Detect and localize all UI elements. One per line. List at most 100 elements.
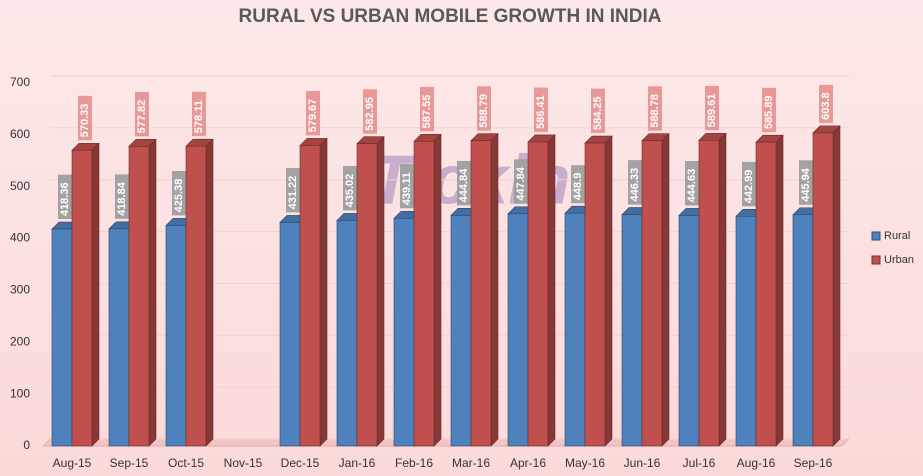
value-label: 587.55 [420, 86, 434, 132]
bar [185, 138, 214, 447]
value-label-box [628, 160, 642, 205]
bar-side [205, 138, 214, 447]
value-label: 439.11 [400, 163, 414, 209]
x-tick-label: Sep-16 [794, 456, 833, 470]
bar-side [148, 138, 157, 447]
y-tick-label: 500 [10, 179, 30, 193]
bar-front [71, 149, 93, 447]
bar-front [735, 215, 757, 447]
x-tick-label: Apr-16 [510, 456, 546, 470]
value-label-box [648, 86, 662, 131]
bar-side [91, 142, 100, 447]
floor [42, 438, 850, 447]
value-label-text: 603.8 [820, 92, 832, 120]
value-label: 584.25 [591, 88, 605, 134]
value-label-text: 446.33 [629, 168, 641, 202]
value-label-text: 585.89 [763, 96, 775, 130]
value-label-text: 444.84 [458, 168, 470, 203]
value-label-box [705, 85, 719, 131]
value-label: 570.33 [78, 95, 92, 141]
bar [812, 125, 841, 447]
bar-front [621, 214, 643, 447]
bar [584, 135, 613, 447]
bar [413, 133, 442, 447]
value-label: 577.82 [135, 91, 149, 137]
bar [755, 134, 784, 447]
value-label-box [135, 91, 149, 137]
bar [299, 137, 328, 447]
bar-front [413, 141, 435, 447]
value-label-box [799, 160, 813, 205]
bar-front [356, 143, 378, 447]
value-label-box [591, 88, 605, 134]
bar-front [279, 222, 301, 447]
value-label-text: 582.95 [364, 97, 376, 131]
value-label-box [534, 87, 548, 132]
value-label-text: 578.11 [193, 100, 205, 133]
legend-label: Urban [884, 254, 914, 266]
y-tick-label: 200 [10, 334, 30, 348]
bar-side [376, 135, 385, 447]
value-label: 589.61 [705, 85, 719, 131]
bar-front [527, 141, 549, 447]
x-tick-label: Jun-16 [624, 456, 661, 470]
value-label-text: 444.63 [686, 169, 698, 203]
bar-front [792, 214, 814, 447]
value-label-box [58, 174, 72, 220]
bar-front [185, 145, 207, 447]
bar [527, 134, 556, 447]
bar [698, 132, 727, 447]
value-label-text: 418.84 [116, 181, 128, 216]
value-label-box [115, 174, 129, 219]
value-label-box [78, 95, 92, 141]
legend-label: Rural [884, 230, 910, 242]
value-label-text: 439.11 [401, 172, 413, 205]
bar [356, 135, 385, 447]
bar [128, 138, 157, 447]
value-label-box [343, 166, 357, 211]
bar [470, 132, 499, 447]
x-tick-label: Aug-15 [53, 456, 92, 470]
value-label-text: 445.94 [800, 167, 812, 202]
bar-front [812, 132, 834, 447]
value-label-text: 448.9 [572, 173, 584, 201]
value-label-text: 579.67 [307, 99, 319, 133]
value-label-text: 587.55 [421, 95, 433, 129]
value-label: 444.84 [457, 160, 471, 206]
value-label: 446.33 [628, 160, 642, 205]
value-label: 585.89 [762, 87, 776, 133]
value-label-text: 577.82 [136, 100, 148, 134]
value-label-text: 442.99 [743, 170, 755, 204]
bar-side [832, 125, 841, 447]
value-label: 442.99 [742, 161, 756, 207]
x-tick-label: Aug-16 [737, 456, 776, 470]
x-tick-label: Feb-16 [395, 456, 433, 470]
value-label-box [420, 86, 434, 132]
value-label: 579.67 [306, 90, 320, 136]
value-label: 447.84 [514, 159, 528, 204]
value-label: 418.84 [115, 174, 129, 219]
bar-front [51, 228, 73, 447]
bar-front [450, 215, 472, 447]
value-label-box [306, 90, 320, 136]
value-label: 588.79 [477, 86, 491, 131]
bar-front [678, 215, 700, 447]
x-tick-label: Mar-16 [452, 456, 490, 470]
value-label-box [457, 160, 471, 206]
x-tick-label: Sep-15 [110, 456, 149, 470]
y-tick-label: 300 [10, 283, 30, 297]
value-label-box [819, 84, 833, 123]
value-label-box [742, 161, 756, 207]
bar [641, 132, 670, 447]
value-label: 435.02 [343, 166, 357, 211]
value-label-text: 431.22 [287, 176, 299, 210]
bar-front [698, 139, 720, 447]
value-label: 588.78 [648, 86, 662, 131]
x-tick-label: Dec-15 [281, 456, 320, 470]
value-label-box [400, 163, 414, 209]
y-tick-label: 0 [23, 438, 30, 452]
bar-front [165, 225, 187, 447]
bar-front [755, 141, 777, 447]
value-label-box [762, 87, 776, 133]
x-tick-label: Oct-15 [168, 456, 204, 470]
